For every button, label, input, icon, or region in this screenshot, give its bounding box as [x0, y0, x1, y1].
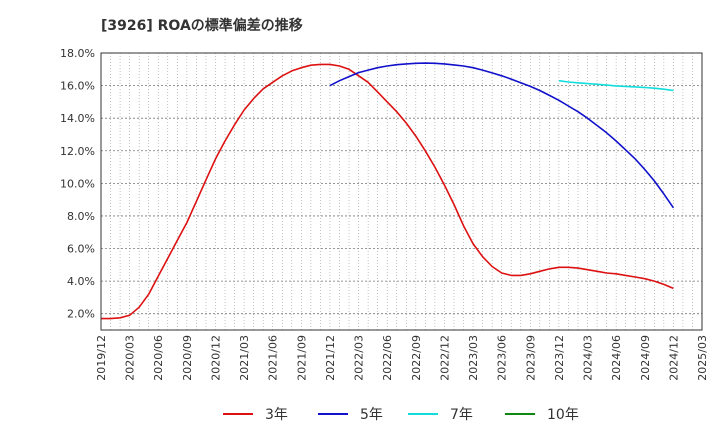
x-tick-label: 2021/09: [295, 335, 308, 381]
chart-title: [3926] ROAの標準偏差の推移: [101, 17, 303, 34]
x-tick-label: 2023/09: [524, 335, 537, 381]
x-tick-label: 2025/03: [696, 335, 709, 381]
y-tick-label: 8.0%: [67, 210, 95, 223]
x-tick-label: 2020/03: [124, 335, 137, 381]
x-tick-label: 2024/03: [582, 335, 595, 381]
x-axis-ticks: 2019/12 2020/03 2020/06 2020/09 2020/12 2021/…: [95, 335, 709, 381]
x-tick-label: 2020/12: [209, 335, 222, 381]
y-tick-label: 10.0%: [60, 177, 95, 190]
x-tick-label: 2020/09: [181, 335, 194, 381]
x-tick-label: 2021/03: [238, 335, 251, 381]
x-tick-label: 2024/06: [610, 335, 623, 381]
series-line-7年: [558, 79, 674, 92]
y-tick-label: 14.0%: [60, 112, 95, 125]
legend-label: 5年: [360, 407, 383, 423]
y-tick-label: 4.0%: [67, 275, 95, 288]
grid: [100, 52, 703, 330]
x-tick-label: 2022/03: [353, 335, 366, 381]
x-tick-label: 2024/09: [639, 335, 652, 381]
x-tick-label: 2020/06: [152, 335, 165, 381]
x-tick-label: 2019/12: [95, 335, 108, 381]
plot-area-border: [100, 52, 703, 331]
series-line-5年: [329, 62, 675, 209]
x-tick-label: 2023/03: [467, 335, 480, 381]
series-lines: [101, 62, 675, 320]
x-tick-label: 2021/06: [267, 335, 280, 381]
x-tick-label: 2022/09: [410, 335, 423, 381]
y-axis-ticks: 2.0% 4.0% 6.0% 8.0% 10.0% 12.0% 14.0% 16.0% 18.0…: [60, 47, 95, 321]
x-tick-label: 2024/12: [667, 335, 680, 381]
x-tick-label: 2022/06: [381, 335, 394, 381]
x-tick-label: 2022/12: [438, 335, 451, 381]
y-tick-label: 6.0%: [67, 243, 95, 256]
x-tick-label: 2021/12: [324, 335, 337, 381]
y-tick-label: 12.0%: [60, 145, 95, 158]
legend-label: 7年: [450, 407, 473, 423]
series-line-3年: [101, 63, 674, 320]
legend: 3年 5年 7年 10年: [223, 407, 579, 423]
y-tick-label: 16.0%: [60, 80, 95, 93]
y-tick-label: 18.0%: [60, 47, 95, 60]
legend-label: 3年: [265, 407, 288, 423]
x-tick-label: 2023/12: [553, 335, 566, 381]
x-tick-label: 2023/06: [496, 335, 509, 381]
y-tick-label: 2.0%: [67, 308, 95, 321]
legend-label: 10年: [547, 407, 579, 423]
